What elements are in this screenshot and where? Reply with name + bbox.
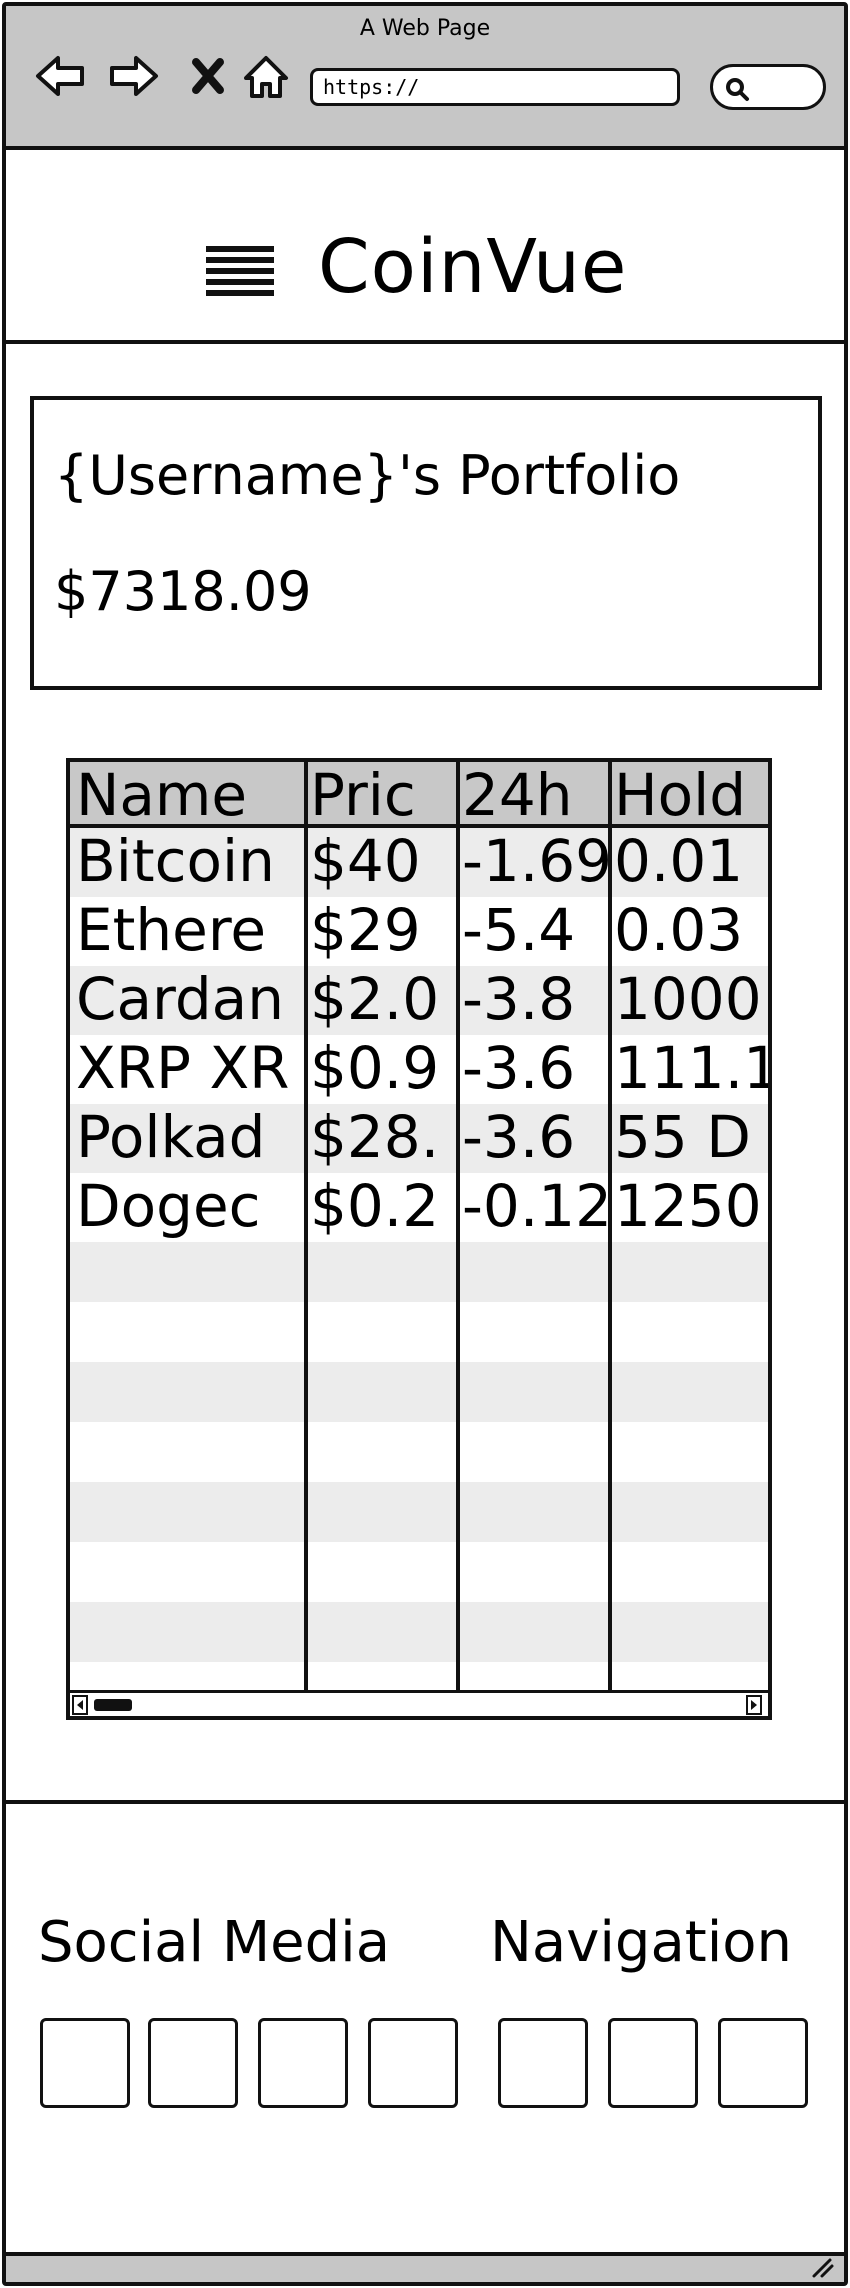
empty-table-row [70,1362,768,1422]
cell-change: -3.8 [462,966,576,1033]
scrollbar-thumb[interactable] [94,1699,132,1711]
nav-link-3[interactable] [718,2018,808,2108]
cell-price: $28. [310,1104,440,1171]
cell-change: -1.69 [462,828,608,895]
horizontal-scrollbar[interactable] [70,1690,768,1716]
social-media-heading: Social Media [38,1910,391,1975]
column-header-holdings[interactable]: Hold [614,762,747,824]
window-title: A Web Page [359,16,491,41]
browser-chrome: A Web Page https:// [6,6,844,150]
brand-title: CoinVue [318,224,628,310]
portfolio-card: {Username}'s Portfolio $7318.09 [30,396,822,690]
cell-price: $40 [310,828,421,895]
cell-holdings: 111.1 [614,1035,768,1102]
portfolio-value: $7318.09 [54,560,312,623]
social-link-2[interactable] [148,2018,238,2108]
forward-arrow-icon[interactable] [106,48,162,104]
empty-table-row [70,1602,768,1662]
column-divider [456,762,460,1690]
cell-change: -3.6 [462,1035,576,1102]
cell-price: $2.0 [310,966,440,1033]
home-icon[interactable] [238,48,294,104]
cell-change: -0.12 [462,1173,608,1240]
close-x-icon[interactable] [180,48,236,104]
empty-table-row [70,1482,768,1542]
social-link-4[interactable] [368,2018,458,2108]
table-row[interactable]: Dogec $0.2 -0.12 1250 [70,1173,768,1242]
column-header-24h[interactable]: 24h [462,762,573,824]
cell-change: -3.6 [462,1104,576,1171]
site-footer: Social Media Navigation [6,1800,844,2260]
nav-link-1[interactable] [498,2018,588,2108]
portfolio-title: {Username}'s Portfolio [54,444,681,507]
column-divider [608,762,612,1690]
cell-holdings: 1250 [614,1173,762,1240]
url-input[interactable]: https:// [310,68,680,106]
column-header-name[interactable]: Name [76,762,248,824]
cell-name: Ethere [76,897,267,964]
browser-search-field[interactable] [710,64,826,110]
social-link-1[interactable] [40,2018,130,2108]
empty-table-row [70,1242,768,1302]
scroll-right-icon[interactable] [746,1695,762,1715]
table-row[interactable]: Polkad $28. -3.6 55 D [70,1104,768,1173]
cell-holdings: 0.01 [614,828,744,895]
cell-holdings: 55 D [614,1104,751,1171]
table-row[interactable]: Bitcoin $40 -1.69 0.01 [70,828,768,897]
cell-price: $29 [310,897,421,964]
cell-name: Bitcoin [76,828,275,895]
cell-name: XRP XR [76,1035,290,1102]
cell-price: $0.9 [310,1035,440,1102]
nav-link-2[interactable] [608,2018,698,2108]
cell-price: $0.2 [310,1173,440,1240]
window-status-bar [6,2252,844,2282]
table-row[interactable]: Cardan $2.0 -3.8 1000 [70,966,768,1035]
cell-name: Dogec [76,1173,261,1240]
back-arrow-icon[interactable] [32,48,88,104]
resize-grip-icon[interactable] [806,2256,836,2280]
search-icon [726,78,749,101]
cell-holdings: 1000 [614,966,762,1033]
cell-name: Cardan [76,966,284,1033]
cell-name: Polkad [76,1104,266,1171]
table-row[interactable]: Ethere $29 -5.4 0.03 [70,897,768,966]
scroll-left-icon[interactable] [72,1695,88,1715]
social-link-3[interactable] [258,2018,348,2108]
column-divider [304,762,308,1690]
hamburger-menu-icon[interactable] [206,246,274,296]
table-row[interactable]: XRP XR $0.9 -3.6 111.1 [70,1035,768,1104]
site-header: CoinVue [6,154,844,344]
cell-change: -5.4 [462,897,576,964]
cell-holdings: 0.03 [614,897,744,964]
holdings-table[interactable]: Name Pric 24h Hold Bitcoin $40 -1.69 0.0… [66,758,772,1720]
table-header-row: Name Pric 24h Hold [70,762,768,828]
column-header-price[interactable]: Pric [310,762,416,824]
navigation-heading: Navigation [490,1910,793,1975]
